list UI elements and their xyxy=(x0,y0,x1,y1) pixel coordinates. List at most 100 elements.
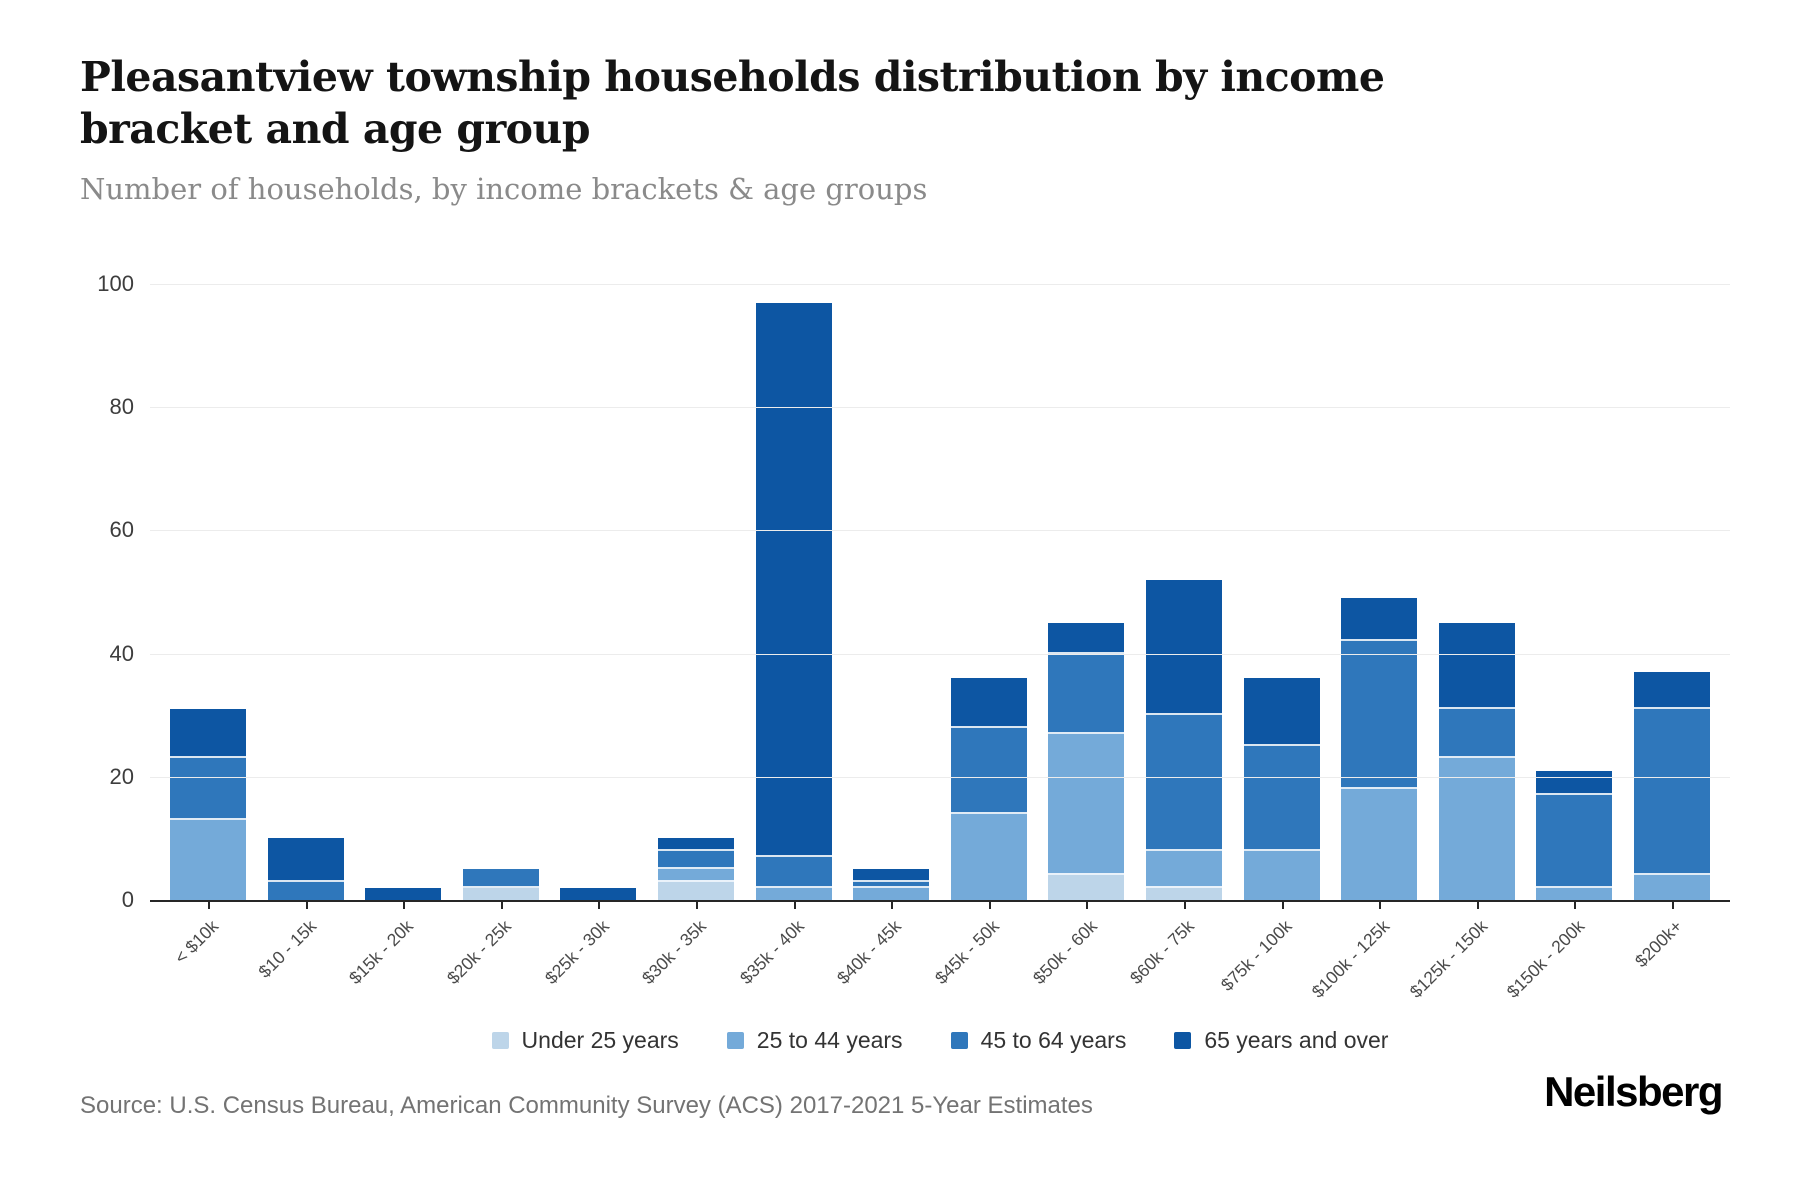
bar-10k: < $10k xyxy=(170,284,246,968)
bar-segment-45-to-64-years xyxy=(950,727,1027,814)
bar-stack-50k-60k xyxy=(1048,622,1125,900)
bar-segment-45-to-64-years xyxy=(1243,746,1320,851)
bar-segment-25-to-44-years xyxy=(1048,733,1125,876)
bar-50k-60k: $50k - 60k xyxy=(1029,284,1125,988)
x-axis-tick xyxy=(598,902,601,909)
x-axis-tick xyxy=(1183,902,1186,909)
x-axis-tick xyxy=(1086,902,1089,909)
y-axis-label-40: 40 xyxy=(109,640,134,666)
bar-segment-65-years-and-over xyxy=(1633,672,1710,710)
bar-stack-30k-35k xyxy=(657,838,734,900)
x-axis-tick xyxy=(1379,902,1382,909)
bar-segment-45-to-64-years xyxy=(657,850,734,870)
bar-stack-200k xyxy=(1633,672,1710,900)
plot-area: < $10k $10 - 15k $15k - 20k $20k - 25k $25k … xyxy=(97,271,1730,1002)
bar-stack-75k-100k xyxy=(1243,678,1320,900)
bar-segment-25-to-44-years xyxy=(1536,887,1613,900)
x-axis-label-200k: $200k+ xyxy=(1630,916,1687,972)
bar-segment-65-years-and-over xyxy=(755,302,832,857)
legend-item-under-25-years: Under 25 years xyxy=(491,1027,679,1054)
bar-75k-100k: $75k - 100k xyxy=(1217,284,1320,995)
bar-segment-45-to-64-years xyxy=(267,881,344,900)
x-axis-tick xyxy=(988,902,991,909)
gridline-20 xyxy=(150,776,1730,778)
x-axis-label-100k-125k: $100k - 125k xyxy=(1307,916,1394,1002)
bar-segment-25-to-44-years xyxy=(755,887,832,900)
x-axis-label-60k-75k: $60k - 75k xyxy=(1126,916,1199,988)
legend: Under 25 years 25 to 44 years 45 to 64 yea… xyxy=(150,1018,1730,1062)
bar-stack-10-15k xyxy=(267,838,344,900)
x-axis-tick xyxy=(1281,902,1284,909)
x-axis-label-150k-200k: $150k - 200k xyxy=(1502,916,1589,1002)
x-axis-label-20k-25k: $20k - 25k xyxy=(442,916,515,988)
bar-150k-200k: $150k - 200k xyxy=(1503,284,1613,1002)
x-axis-label-35k-40k: $35k - 40k xyxy=(735,916,808,988)
x-axis-line xyxy=(150,900,1730,902)
x-axis-tick xyxy=(403,902,406,909)
bar-segment-65-years-and-over xyxy=(950,678,1027,728)
x-axis-label-75k-100k: $75k - 100k xyxy=(1216,916,1296,995)
bar-100k-125k: $100k - 125k xyxy=(1308,284,1418,1002)
x-axis-tick xyxy=(793,902,796,909)
bar-stack-45k-50k xyxy=(950,678,1027,900)
bar-segment-45-to-64-years xyxy=(1536,795,1613,888)
x-axis-tick xyxy=(1476,902,1479,909)
bar-segment-45-to-64-years xyxy=(755,856,832,888)
x-axis-tick xyxy=(695,902,698,909)
bar-segment-65-years-and-over xyxy=(1438,622,1515,710)
x-axis-label-45k-50k: $45k - 50k xyxy=(930,916,1003,988)
bar-segment-65-years-and-over xyxy=(365,887,442,900)
legend-item-45-to-64-years: 45 to 64 years xyxy=(950,1027,1126,1054)
bar-segment-65-years-and-over xyxy=(1243,678,1320,747)
legend-swatch-25-to-44-years xyxy=(726,1031,744,1049)
x-axis-tick xyxy=(208,902,210,909)
bars-row: < $10k $10 - 15k $15k - 20k $20k - 25k $25k … xyxy=(150,284,1730,1002)
bar-segment-25-to-44-years xyxy=(1341,789,1418,900)
bar-segment-65-years-and-over xyxy=(1536,770,1613,796)
bar-segment-65-years-and-over xyxy=(267,838,344,882)
bar-segment-25-to-44-years xyxy=(1438,758,1515,900)
bar-200k: $200k+ xyxy=(1631,284,1710,971)
brand-logo: Neilsberg xyxy=(1544,1068,1723,1115)
y-axis-label-80: 80 xyxy=(109,394,134,420)
bar-40k-45k: $40k - 45k xyxy=(833,284,930,988)
bar-segment-65-years-and-over xyxy=(853,869,930,882)
x-axis-label-10-15k: $10 - 15k xyxy=(253,916,320,982)
bar-segment-25-to-44-years xyxy=(950,813,1027,900)
bar-segment-25-to-44-years xyxy=(1633,875,1710,900)
y-axis-label-100: 100 xyxy=(97,271,134,296)
bar-stack-60k-75k xyxy=(1145,579,1222,900)
x-axis-label-15k-20k: $15k - 20k xyxy=(345,916,418,988)
bar-segment-45-to-64-years xyxy=(462,869,539,888)
bar-segment-25-to-44-years xyxy=(1243,850,1320,900)
bar-segment-45-to-64-years xyxy=(853,881,930,888)
bar-segment-under-25-years xyxy=(1048,875,1125,900)
x-axis-label-125k-150k: $125k - 150k xyxy=(1405,916,1491,1002)
x-axis-label-30k-35k: $30k - 35k xyxy=(638,916,711,988)
x-axis-tick xyxy=(500,902,503,909)
bar-segment-65-years-and-over xyxy=(1048,622,1125,654)
gridline-40 xyxy=(150,653,1730,655)
bar-segment-25-to-44-years xyxy=(657,869,734,882)
x-axis-tick xyxy=(1574,902,1577,909)
bar-segment-45-to-64-years xyxy=(1048,653,1125,734)
bar-45k-50k: $45k - 50k xyxy=(931,284,1027,988)
bar-segment-65-years-and-over xyxy=(170,709,246,759)
bar-segment-45-to-64-years xyxy=(1341,641,1418,790)
bar-segment-45-to-64-years xyxy=(1633,709,1710,876)
bar-stack-35k-40k xyxy=(755,302,832,900)
y-axis-label-20: 20 xyxy=(109,763,134,789)
bar-15k-20k: $15k - 20k xyxy=(345,284,442,988)
bar-30k-35k: $30k - 35k xyxy=(638,284,734,988)
bar-stack-15k-20k xyxy=(365,887,442,900)
x-axis-tick xyxy=(1671,902,1674,909)
gridline-100 xyxy=(150,284,1730,285)
legend-item-25-to-44-years: 25 to 44 years xyxy=(726,1027,903,1054)
bar-stack-40k-45k xyxy=(853,869,930,900)
chart-subtitle: Number of households, by income brackets… xyxy=(80,172,928,206)
bar-stack-25k-30k xyxy=(560,887,637,900)
bar-segment-under-25-years xyxy=(657,881,734,900)
bar-segment-25-to-44-years xyxy=(853,887,930,900)
gridline-60 xyxy=(150,530,1730,532)
